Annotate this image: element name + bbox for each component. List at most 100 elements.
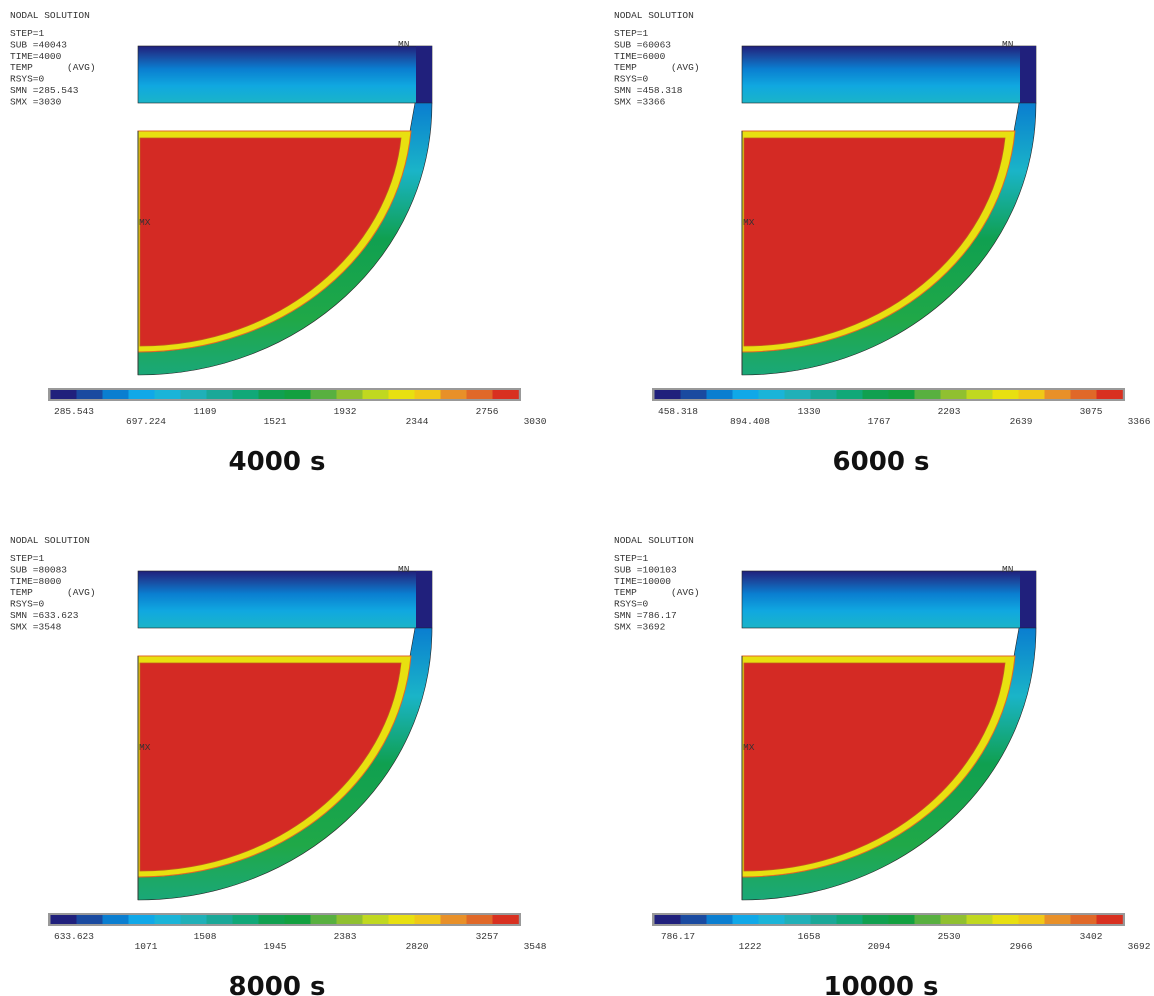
legend-label: 1330 xyxy=(798,406,821,417)
legend-label: 1767 xyxy=(868,416,891,427)
legend-swatch xyxy=(362,915,389,924)
header-line: SUB =100103 xyxy=(614,564,677,575)
legend-label: 3402 xyxy=(1080,931,1103,942)
upper-slab xyxy=(137,570,433,629)
header-line: NODAL SOLUTION xyxy=(10,10,90,21)
legend-swatch xyxy=(992,390,1019,399)
legend-label: 285.543 xyxy=(54,406,94,417)
legend-swatch xyxy=(1096,390,1123,399)
header-line: SMN =458.318 xyxy=(614,85,683,96)
legend-label: 2383 xyxy=(334,931,357,942)
legend-swatch xyxy=(362,390,389,399)
legend-swatch xyxy=(128,915,155,924)
header-line: NODAL SOLUTION xyxy=(614,535,694,546)
legend-swatch xyxy=(50,390,77,399)
legend-label: 1222 xyxy=(739,941,762,952)
legend-swatch xyxy=(102,390,129,399)
legend-swatch xyxy=(654,915,681,924)
legend-swatch xyxy=(128,390,155,399)
header-line: TIME=8000 xyxy=(10,576,62,587)
header-line: SUB =60063 xyxy=(614,39,671,50)
max-marker: MX xyxy=(743,217,755,228)
legend-swatch xyxy=(388,390,415,399)
legend-swatch xyxy=(1070,915,1097,924)
legend-swatch xyxy=(784,390,811,399)
legend-swatch xyxy=(784,915,811,924)
legend-swatch xyxy=(206,390,233,399)
legend-label: 3030 xyxy=(524,416,547,427)
header-line: SMN =285.543 xyxy=(10,85,79,96)
header-line: TEMP (AVG) xyxy=(614,587,700,598)
legend-swatch xyxy=(940,915,967,924)
legend-label: 633.623 xyxy=(54,931,94,942)
hot-core xyxy=(743,662,1006,872)
legend-label: 2344 xyxy=(406,416,429,427)
legend-swatch xyxy=(1018,915,1045,924)
header-line: SMX =3548 xyxy=(10,621,62,632)
legend-swatch xyxy=(966,915,993,924)
legend-swatch xyxy=(680,915,707,924)
legend-label: 3075 xyxy=(1080,406,1103,417)
legend-swatch xyxy=(706,915,733,924)
legend-swatch xyxy=(1096,915,1123,924)
legend-swatch xyxy=(654,390,681,399)
legend-swatch xyxy=(414,915,441,924)
legend-label: 786.17 xyxy=(661,931,695,942)
legend-label: 697.224 xyxy=(126,416,166,427)
legend-swatch xyxy=(758,390,785,399)
legend-label: 2094 xyxy=(868,941,891,952)
caption: 8000 s xyxy=(229,972,326,996)
header-line: TIME=10000 xyxy=(614,576,671,587)
legend-label: 3548 xyxy=(524,941,547,952)
legend-swatch xyxy=(836,390,863,399)
legend-swatch xyxy=(284,915,311,924)
legend-label: 894.408 xyxy=(730,416,770,427)
legend-swatch xyxy=(1044,390,1071,399)
header-line: SMN =633.623 xyxy=(10,610,79,621)
hot-core xyxy=(139,662,402,872)
header-line: RSYS=0 xyxy=(614,599,649,610)
legend-label: 3692 xyxy=(1128,941,1151,952)
header-line: TEMP (AVG) xyxy=(614,62,700,73)
legend-swatch xyxy=(492,915,519,924)
upper-slab xyxy=(741,45,1037,104)
legend-label: 1658 xyxy=(798,931,821,942)
legend-swatch xyxy=(388,915,415,924)
legend-swatch xyxy=(76,390,103,399)
header-line: SMX =3692 xyxy=(614,621,666,632)
header-line: SMX =3366 xyxy=(614,96,666,107)
header-line: STEP=1 xyxy=(10,553,45,564)
legend-swatch xyxy=(758,915,785,924)
legend-swatch xyxy=(440,390,467,399)
legend-swatch xyxy=(914,915,941,924)
header-line: SMN =786.17 xyxy=(614,610,677,621)
legend-swatch xyxy=(466,915,493,924)
legend-label: 2530 xyxy=(938,931,961,942)
legend-label: 458.318 xyxy=(658,406,698,417)
upper-slab xyxy=(741,570,1037,629)
legend-swatch xyxy=(810,915,837,924)
legend-label: 2756 xyxy=(476,406,499,417)
slab-edge xyxy=(416,46,432,103)
header-line: STEP=1 xyxy=(10,28,45,39)
legend-swatch xyxy=(310,915,337,924)
legend-swatch xyxy=(1070,390,1097,399)
legend-swatch xyxy=(50,915,77,924)
legend-swatch xyxy=(992,915,1019,924)
max-marker: MX xyxy=(743,742,755,753)
legend-swatch xyxy=(154,915,181,924)
hot-core xyxy=(139,137,402,347)
legend-label: 1932 xyxy=(334,406,357,417)
legend-label: 1508 xyxy=(194,931,217,942)
header-line: NODAL SOLUTION xyxy=(10,535,90,546)
legend-label: 1945 xyxy=(264,941,287,952)
legend-label: 2203 xyxy=(938,406,961,417)
slab-edge xyxy=(1020,571,1036,628)
legend-swatch xyxy=(206,915,233,924)
legend-swatch xyxy=(232,915,259,924)
legend-swatch xyxy=(706,390,733,399)
